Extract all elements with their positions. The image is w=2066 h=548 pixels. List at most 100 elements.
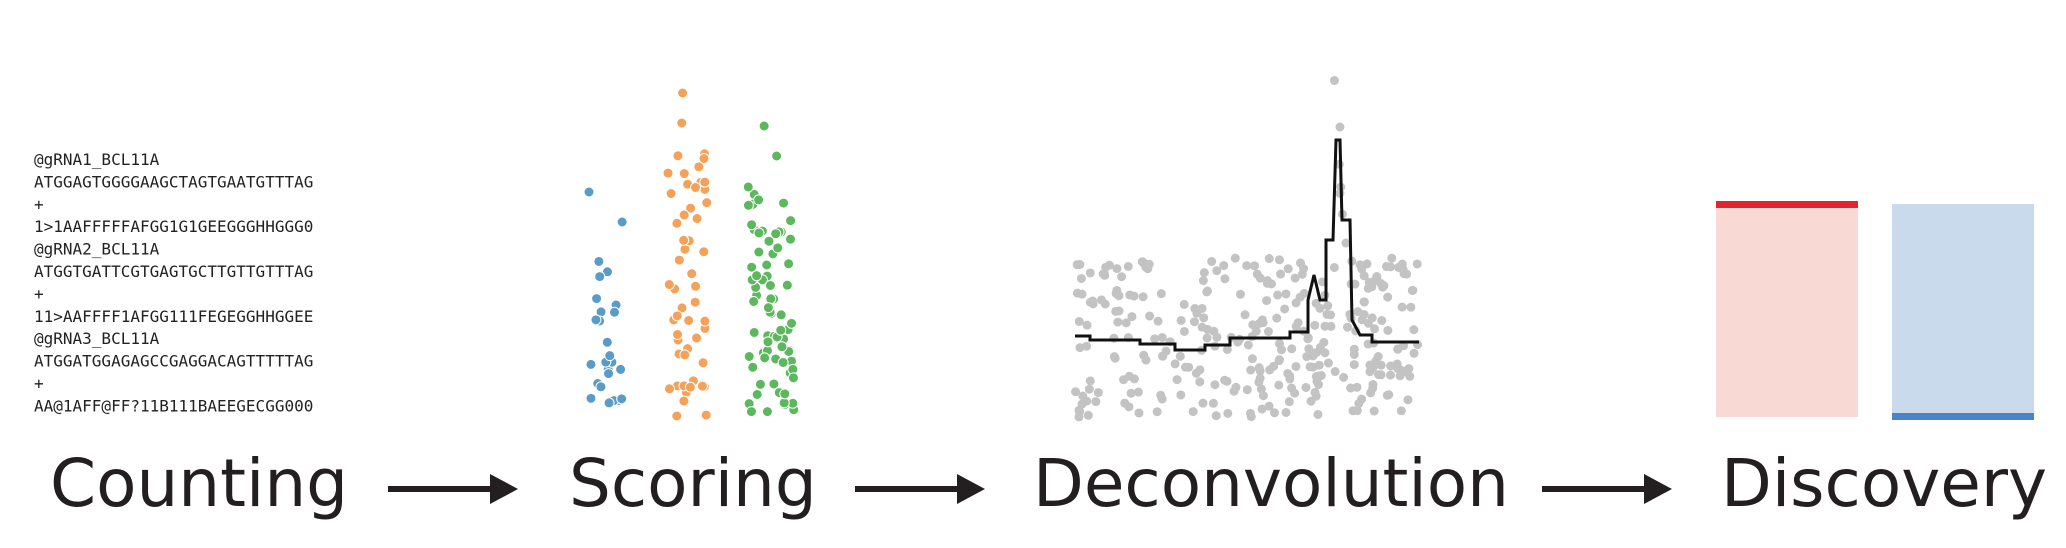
- dot: [1310, 387, 1320, 397]
- dot: [1222, 344, 1232, 354]
- dot: [1376, 360, 1386, 370]
- dot: [1262, 296, 1272, 306]
- dot: [604, 350, 616, 362]
- dot: [1320, 321, 1330, 331]
- dot: [699, 315, 711, 327]
- dot: [1121, 318, 1131, 328]
- fastq-block: @gRNA1_BCL11A ATGGAGTGGGGAAGCTAGTGAATGTTT…: [34, 150, 313, 415]
- dot: [616, 216, 628, 228]
- dot: [1386, 370, 1396, 380]
- dot: [1357, 394, 1367, 404]
- dot: [776, 341, 788, 353]
- dot: [1346, 383, 1356, 393]
- dot: [690, 182, 702, 194]
- stage-label: Discovery: [1721, 445, 2047, 522]
- dot: [1134, 408, 1144, 418]
- fastq-line: +: [34, 374, 44, 393]
- dot: [768, 378, 780, 390]
- dot: [1189, 317, 1199, 327]
- dot: [1242, 261, 1252, 271]
- dot: [1199, 313, 1209, 323]
- fastq-line: +: [34, 195, 44, 214]
- dot: [1290, 388, 1300, 398]
- dot: [608, 306, 620, 318]
- dot: [1235, 289, 1245, 299]
- dot: [1325, 310, 1335, 320]
- dot: [1251, 326, 1261, 336]
- dot: [1085, 268, 1095, 278]
- dot: [1359, 310, 1369, 320]
- dot: [1275, 355, 1285, 365]
- dot: [678, 234, 690, 246]
- dot: [775, 309, 787, 321]
- dot: [1153, 316, 1163, 326]
- dot: [770, 228, 782, 240]
- dot: [1157, 332, 1167, 342]
- dot: [1290, 273, 1300, 283]
- dot: [763, 235, 775, 247]
- fastq-line: +: [34, 284, 44, 303]
- dot: [1100, 299, 1110, 309]
- fastq-line: 1>1AAFFFFFAFGG1G1GEEGGGHHGGG0: [34, 217, 313, 236]
- dot: [1272, 313, 1282, 323]
- dot: [1257, 404, 1267, 414]
- dot: [615, 363, 627, 375]
- dot: [1127, 312, 1137, 322]
- dot: [678, 168, 690, 180]
- dot: [1258, 391, 1268, 401]
- dot: [1383, 292, 1393, 302]
- dot: [1392, 359, 1402, 369]
- dot: [1263, 327, 1273, 337]
- dot: [746, 219, 758, 231]
- dot: [677, 87, 689, 99]
- dot: [1145, 311, 1155, 321]
- dot: [691, 213, 703, 225]
- dot: [1141, 262, 1151, 272]
- dot: [663, 279, 675, 291]
- dot: [701, 197, 713, 209]
- dot: [742, 199, 754, 211]
- dot: [1405, 371, 1415, 381]
- discovery-bars: [1716, 201, 2034, 420]
- dot: [781, 279, 793, 291]
- dot: [697, 357, 709, 369]
- dot: [1091, 397, 1101, 407]
- dot: [676, 302, 688, 314]
- dot: [759, 352, 771, 364]
- dot: [1302, 352, 1312, 362]
- dot: [678, 395, 690, 407]
- dot: [662, 167, 674, 179]
- dot: [603, 397, 615, 409]
- dot: [1179, 299, 1189, 309]
- dot: [1348, 406, 1358, 416]
- dot: [1262, 278, 1272, 288]
- dot: [1402, 269, 1412, 279]
- dot: [1120, 398, 1130, 408]
- dot: [1406, 302, 1416, 312]
- dot: [1190, 304, 1200, 314]
- dot: [671, 410, 683, 422]
- dot: [1383, 325, 1393, 335]
- dot: [1243, 340, 1253, 350]
- dot: [1409, 348, 1419, 358]
- dot: [1152, 407, 1162, 417]
- dot: [753, 194, 765, 206]
- dot: [751, 388, 763, 400]
- stage-label: Scoring: [569, 445, 817, 522]
- dot: [686, 268, 698, 280]
- dot: [673, 254, 685, 266]
- dot: [1386, 262, 1396, 272]
- dot: [691, 332, 703, 344]
- dot: [1396, 406, 1406, 416]
- dot: [1198, 276, 1208, 286]
- dot: [616, 393, 628, 405]
- dot: [787, 372, 799, 384]
- dot: [1287, 344, 1297, 354]
- dot: [678, 209, 690, 221]
- dot: [771, 150, 783, 162]
- dot: [1329, 262, 1339, 272]
- dot: [1310, 320, 1320, 330]
- dot: [1305, 362, 1315, 372]
- dot: [1191, 368, 1201, 378]
- dot: [1408, 285, 1418, 295]
